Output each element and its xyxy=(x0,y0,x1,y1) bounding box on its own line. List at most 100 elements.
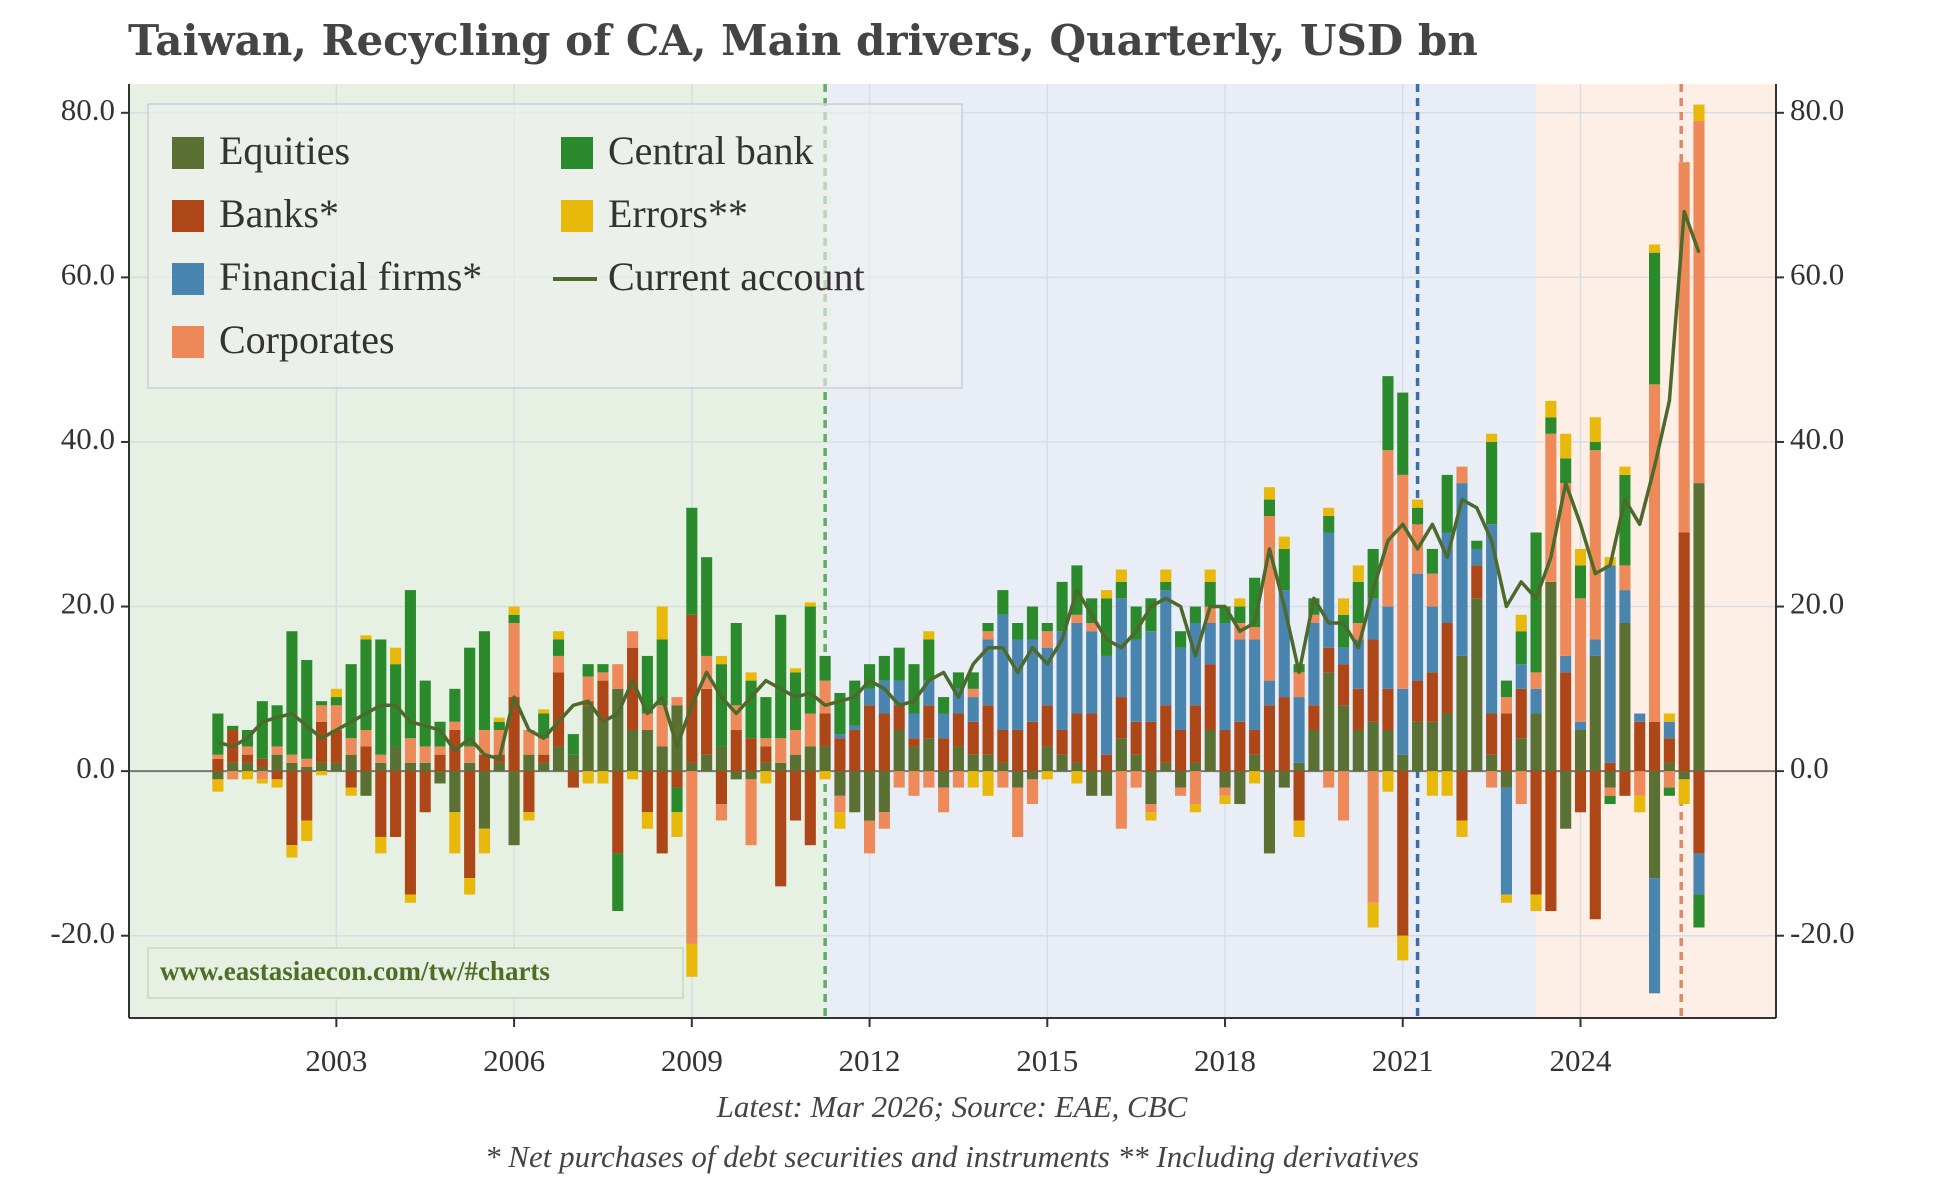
bar-segment xyxy=(834,734,846,739)
bar-segment xyxy=(493,762,505,772)
bar-segment xyxy=(241,762,254,772)
y-tick-label: 40.0 xyxy=(61,421,115,456)
bar-segment xyxy=(1604,762,1616,772)
y-tick-label: 0.0 xyxy=(76,750,115,785)
bar-segment xyxy=(834,738,846,772)
bar-segment xyxy=(212,754,224,759)
bar-segment xyxy=(760,762,772,772)
bar-segment xyxy=(1560,672,1572,772)
bar-segment xyxy=(1515,614,1527,632)
bar-segment xyxy=(1219,729,1231,772)
bar-segment xyxy=(464,771,476,879)
bar-segment xyxy=(256,767,268,772)
bar-segment xyxy=(1500,894,1512,903)
bar-segment xyxy=(1100,771,1113,796)
bar-segment xyxy=(1619,590,1631,624)
legend-label: Corporates xyxy=(219,317,395,362)
bar-segment xyxy=(1249,627,1261,640)
bar-segment xyxy=(567,771,579,788)
bar-segment xyxy=(212,771,224,780)
bar-segment xyxy=(1041,647,1053,706)
bar-segment xyxy=(256,771,268,780)
bar-segment xyxy=(1456,655,1468,772)
bar-segment xyxy=(345,771,357,788)
bar-segment xyxy=(952,688,964,714)
bar-segment xyxy=(464,746,476,763)
bar-segment xyxy=(360,746,372,772)
bar-segment xyxy=(789,729,802,755)
bar-segment xyxy=(908,738,920,747)
bar-segment xyxy=(967,688,979,698)
bar-segment xyxy=(1041,705,1053,747)
bar-segment xyxy=(715,664,728,747)
bar-segment xyxy=(1263,516,1276,681)
y2-tick-label: 40.0 xyxy=(1790,421,1844,456)
bar-segment xyxy=(1337,771,1350,821)
bar-segment xyxy=(938,713,950,739)
bar-segment xyxy=(508,623,520,698)
x-tick-label: 2018 xyxy=(1194,1043,1256,1078)
bar-segment xyxy=(701,557,713,656)
bar-segment xyxy=(612,771,624,854)
bar-segment xyxy=(982,631,994,640)
bar-segment xyxy=(789,672,802,730)
bar-segment xyxy=(1204,664,1216,730)
bar-segment xyxy=(1426,606,1438,673)
bar-segment xyxy=(1663,721,1675,739)
bar-segment xyxy=(390,647,402,665)
bar-segment xyxy=(834,795,846,813)
bar-segment xyxy=(1234,598,1246,607)
bar-segment xyxy=(1219,787,1231,796)
bar-segment xyxy=(982,639,994,706)
bar-segment xyxy=(671,787,683,813)
bar-segment xyxy=(597,664,609,673)
bar-segment xyxy=(997,729,1009,763)
bar-segment xyxy=(1693,853,1705,895)
bar-segment xyxy=(390,746,402,772)
bar-segment xyxy=(1560,771,1572,829)
bar-segment xyxy=(538,754,550,763)
bar-segment xyxy=(1071,762,1083,772)
bar-segment xyxy=(1130,606,1142,640)
bar-segment xyxy=(789,771,802,821)
bar-segment xyxy=(1574,729,1587,772)
bar-segment xyxy=(375,762,387,772)
bar-segment xyxy=(1115,771,1127,829)
bar-segment xyxy=(641,812,653,829)
bar-segment xyxy=(1486,524,1498,714)
footnote: * Net purchases of debt securities and i… xyxy=(485,1139,1419,1174)
bar-segment xyxy=(1634,771,1646,796)
bar-segment xyxy=(1293,771,1305,821)
bar-segment xyxy=(715,804,728,821)
bar-segment xyxy=(893,771,905,788)
bar-segment xyxy=(404,738,416,763)
bar-segment xyxy=(1530,672,1542,689)
bar-segment xyxy=(1175,729,1187,772)
bar-segment xyxy=(701,754,713,772)
bar-segment xyxy=(1308,729,1320,772)
bar-segment xyxy=(375,754,387,763)
bar-segment xyxy=(1545,400,1557,418)
bar-segment xyxy=(1412,499,1424,508)
bar-segment xyxy=(493,717,505,722)
bar-segment xyxy=(967,721,979,755)
bar-segment xyxy=(745,738,757,772)
bar-segment xyxy=(745,680,757,739)
bar-segment xyxy=(1278,536,1290,549)
bar-segment xyxy=(1545,581,1557,772)
bar-segment xyxy=(464,762,476,772)
bar-segment xyxy=(1352,639,1364,689)
bar-segment xyxy=(227,762,239,772)
bar-segment xyxy=(1293,762,1305,772)
bar-segment xyxy=(1204,729,1216,772)
bar-segment xyxy=(775,771,787,887)
bar-segment xyxy=(493,729,505,755)
bar-segment xyxy=(1175,631,1187,648)
bar-segment xyxy=(449,721,461,730)
bar-segment xyxy=(1130,721,1142,755)
bar-segment xyxy=(1500,771,1512,788)
bar-segment xyxy=(982,623,994,632)
bar-segment xyxy=(1589,417,1601,442)
bar-segment xyxy=(1693,104,1705,122)
bar-segment xyxy=(538,709,550,714)
